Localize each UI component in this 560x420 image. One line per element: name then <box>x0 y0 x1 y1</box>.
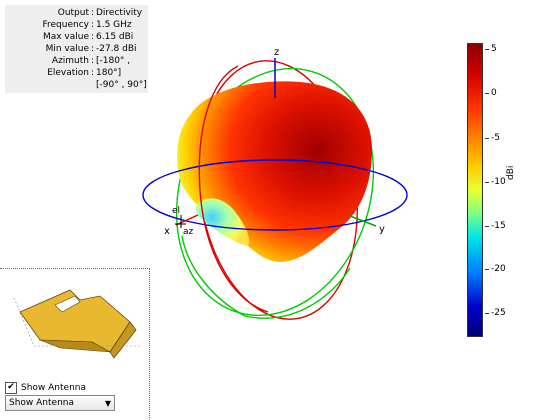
colorbar-tick-label: -10 <box>491 177 506 187</box>
chevron-down-icon[interactable]: ▼ <box>104 398 112 408</box>
y-axis-label: y <box>379 224 385 235</box>
info-min-label: Min value <box>45 44 89 54</box>
dropdown-value: Show Antenna <box>9 398 74 408</box>
x-axis-line <box>175 214 199 226</box>
info-max-label: Max value <box>42 32 89 42</box>
radiation-lobe <box>177 81 372 263</box>
el-label: el <box>172 206 180 216</box>
info-elevation-value: 180°] <box>96 68 122 78</box>
colorbar-tick-label: -25 <box>491 308 506 318</box>
antenna-display-dropdown[interactable]: Show Antenna ▼ <box>5 395 115 411</box>
show-antenna-checkbox-row[interactable]: ✔ Show Antenna <box>5 381 86 394</box>
colorbar-tick <box>485 269 489 270</box>
colorbar-tick-label: 0 <box>491 88 497 98</box>
antenna-preview-frame <box>0 268 150 420</box>
info-frequency-label: Frequency <box>42 20 90 30</box>
colorbar-tick-label: -5 <box>491 133 500 143</box>
colorbar-tick-label: 5 <box>491 44 497 54</box>
info-max-row: Max value : 6.15 dBi <box>5 31 148 43</box>
z-axis-label: z <box>274 47 279 58</box>
info-output-label: Output <box>57 8 89 18</box>
info-output-row: Output : Directivity <box>5 7 148 19</box>
blue-azimuth-circle <box>142 159 408 231</box>
info-elevation-row: Elevation : 180°] <box>5 67 148 79</box>
info-panel: Output : Directivity Frequency : 1.5 GHz… <box>5 5 148 93</box>
lobe-notch <box>195 198 250 246</box>
info-range-value: [-90° , 90°] <box>96 80 147 90</box>
info-min-value: -27.8 dBi <box>96 44 137 54</box>
show-antenna-label[interactable]: Show Antenna <box>21 382 86 393</box>
colorbar-tick-label: -15 <box>491 221 506 231</box>
red-great-circle-front <box>198 65 269 313</box>
info-azimuth-value: [-180° , <box>96 56 131 66</box>
info-azimuth-label: Azimuth <box>51 56 89 66</box>
colorbar-tick <box>485 182 489 183</box>
info-min-row: Min value : -27.8 dBi <box>5 43 148 55</box>
green-great-circle-front <box>181 235 351 319</box>
info-frequency-value: 1.5 GHz <box>96 20 132 30</box>
colorbar-tick <box>485 49 489 50</box>
colorbar-tick <box>485 93 489 94</box>
show-antenna-checkbox[interactable]: ✔ <box>5 381 17 394</box>
az-label: az <box>183 227 194 237</box>
colorbar-unit-label: dBi <box>506 165 516 180</box>
colorbar-tick <box>485 226 489 227</box>
colorbar-tick-label: -20 <box>491 264 506 274</box>
info-output-value: Directivity <box>96 8 143 18</box>
colorbar <box>467 43 483 337</box>
info-frequency-row: Frequency : 1.5 GHz <box>5 19 148 31</box>
info-range-row: [-90° , 90°] <box>5 79 148 91</box>
info-max-value: 6.15 dBi <box>96 32 134 42</box>
info-azimuth-row: Azimuth : [-180° , <box>5 55 148 67</box>
y-axis-line <box>349 215 377 227</box>
info-elevation-label: Elevation <box>47 68 89 78</box>
colorbar-tick <box>485 313 489 314</box>
colorbar-tick <box>485 138 489 139</box>
antenna-thumbnail <box>13 289 140 359</box>
x-axis-label: x <box>164 226 170 237</box>
